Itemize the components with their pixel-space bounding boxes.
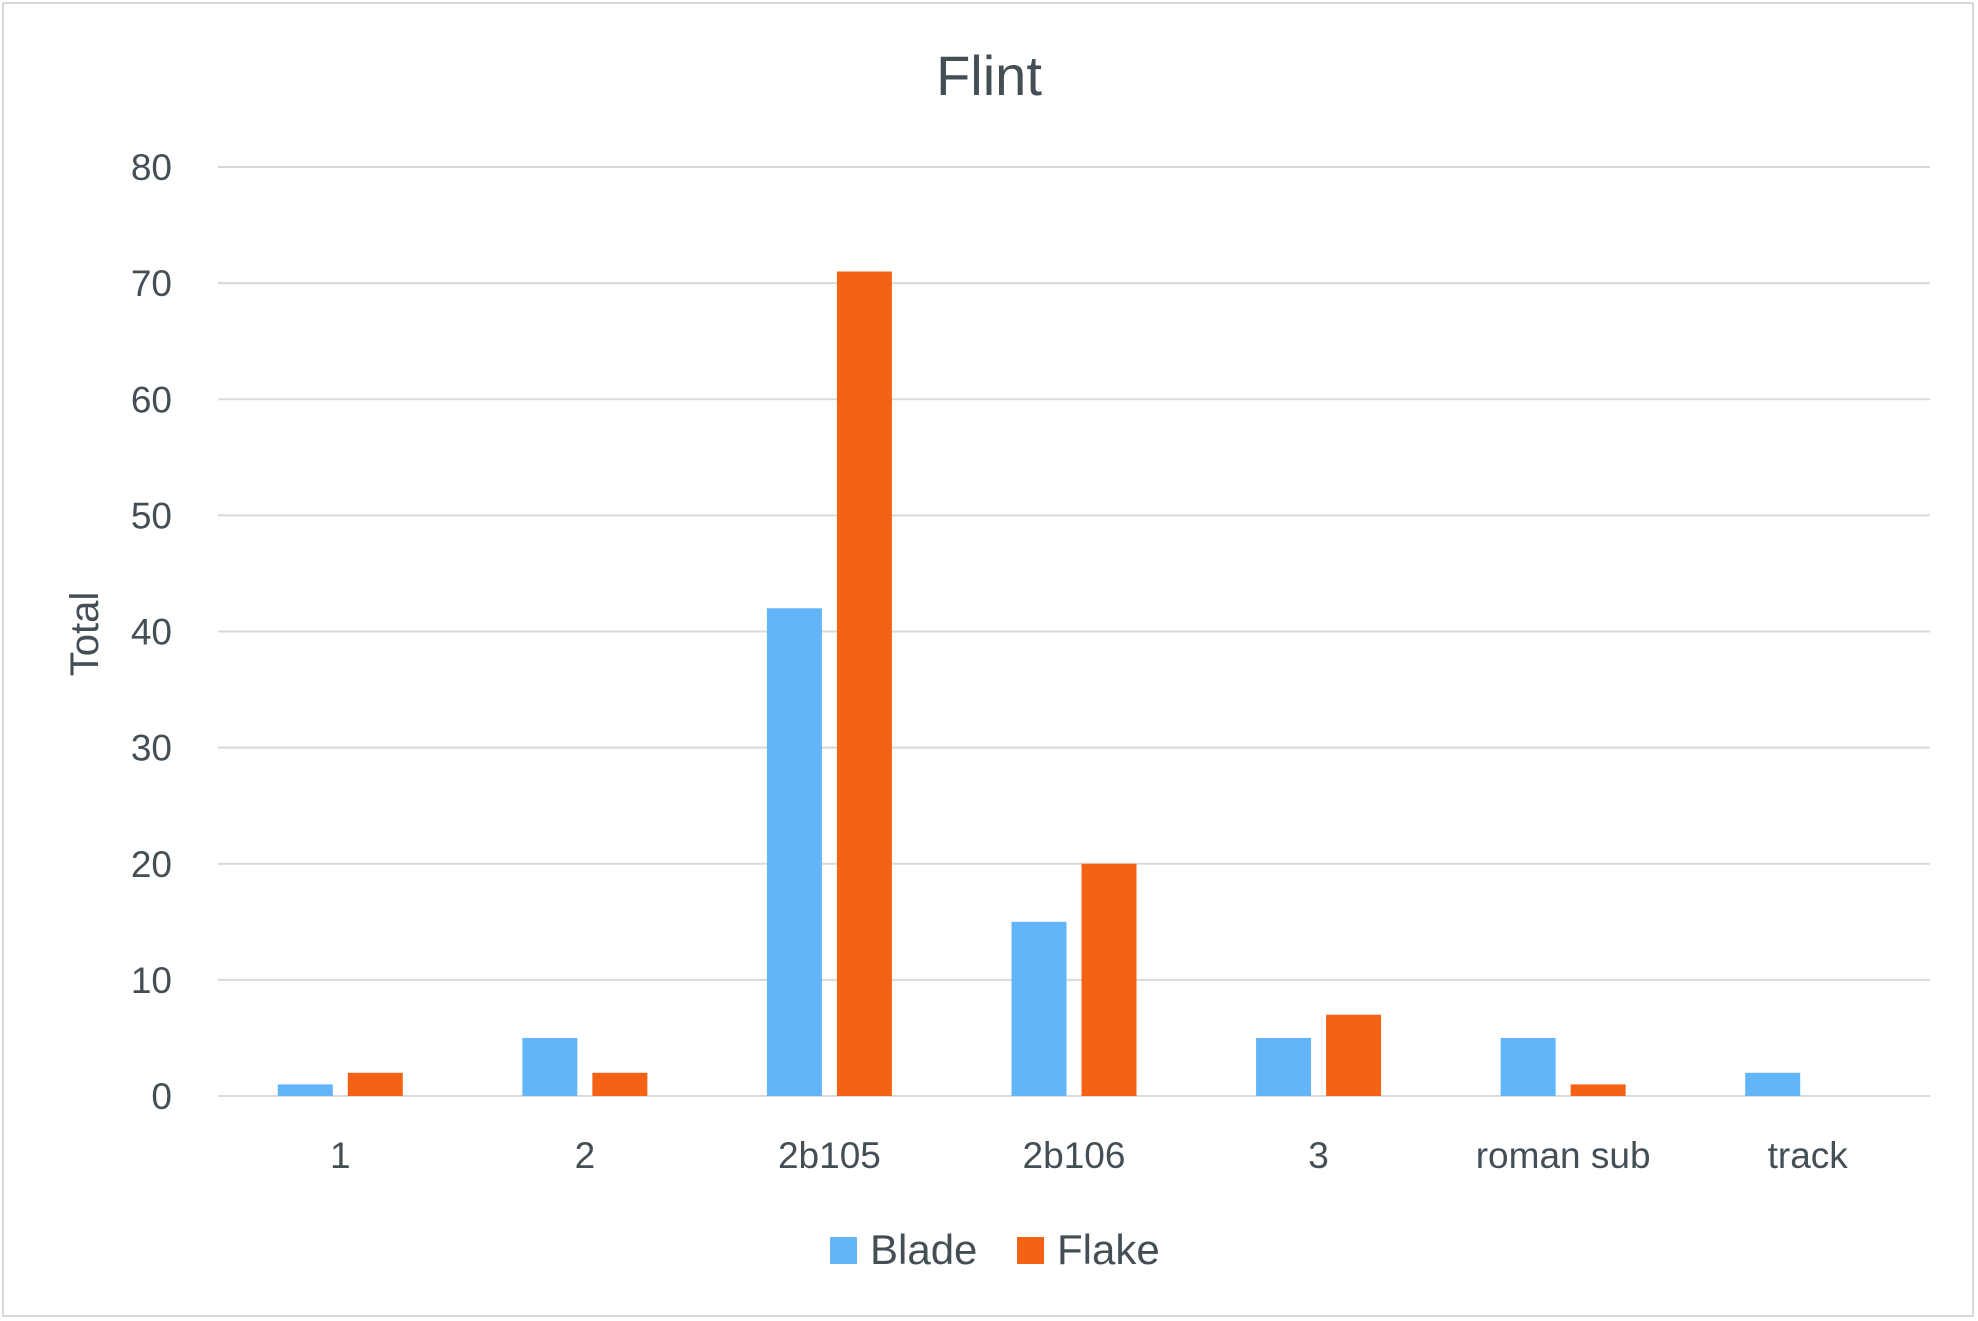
bar-blade-3 — [1256, 1037, 1312, 1096]
y-tick-label: 70 — [131, 263, 172, 304]
bar-flake-roman-sub — [1570, 1084, 1626, 1096]
y-axis-ticks: 0 10 20 30 40 50 60 70 80 — [131, 147, 172, 1117]
y-tick-label: 50 — [131, 495, 172, 536]
gridlines — [218, 166, 1930, 1097]
y-tick-label: 30 — [131, 728, 172, 769]
bar-flake-3 — [1326, 1014, 1382, 1096]
bars — [277, 271, 1801, 1096]
legend-label-blade: Blade — [870, 1226, 977, 1273]
legend-swatch-flake — [1017, 1237, 1044, 1264]
x-tick-label: 3 — [1308, 1135, 1329, 1176]
bar-blade-2 — [522, 1037, 578, 1096]
bar-flake-2b106 — [1081, 863, 1137, 1096]
bar-blade-2b105 — [766, 608, 822, 1096]
x-tick-label: 1 — [330, 1135, 351, 1176]
y-tick-label: 40 — [131, 612, 172, 653]
bar-blade-track — [1745, 1072, 1801, 1096]
y-axis-label: Total — [63, 592, 107, 677]
x-axis-ticks: 1 2 2b105 2b106 3 roman sub track — [330, 1135, 1848, 1176]
legend-label-flake: Flake — [1057, 1226, 1160, 1273]
bar-flake-1 — [347, 1072, 403, 1096]
bar-flake-2 — [592, 1072, 648, 1096]
x-tick-label: roman sub — [1476, 1135, 1651, 1176]
y-tick-label: 60 — [131, 379, 172, 420]
x-tick-label: 2b106 — [1023, 1135, 1126, 1176]
y-tick-label: 20 — [131, 844, 172, 885]
y-tick-label: 0 — [151, 1076, 172, 1117]
x-tick-label: track — [1768, 1135, 1849, 1176]
x-tick-label: 2 — [575, 1135, 596, 1176]
bar-blade-1 — [277, 1084, 333, 1096]
y-tick-label: 80 — [131, 147, 172, 188]
bar-flake-2b105 — [836, 271, 892, 1096]
bar-blade-roman-sub — [1500, 1037, 1556, 1096]
bar-blade-2b106 — [1011, 921, 1067, 1096]
chart-title: Flint — [936, 44, 1042, 107]
y-tick-label: 10 — [131, 960, 172, 1001]
legend-swatch-blade — [830, 1237, 857, 1264]
legend: Blade Flake — [830, 1226, 1160, 1273]
x-tick-label: 2b105 — [778, 1135, 881, 1176]
